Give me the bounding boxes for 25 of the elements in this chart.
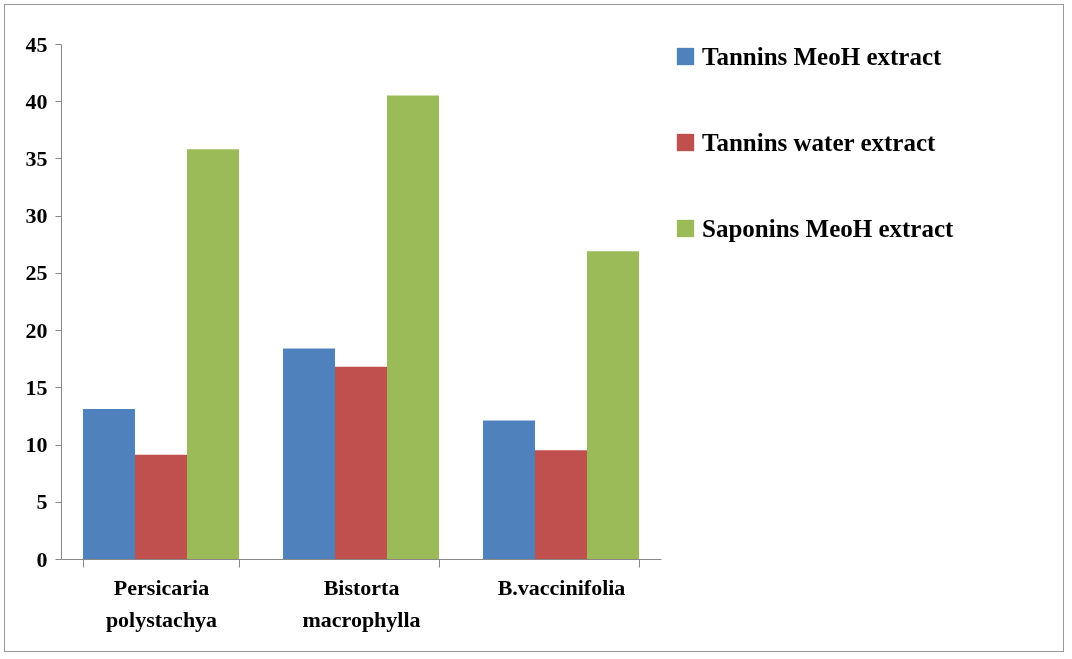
x-tick-label: Persicaria polystachya — [105, 574, 218, 632]
bar — [335, 366, 387, 559]
y-tick-label: 0 — [36, 546, 48, 572]
y-tick-label: 10 — [25, 432, 48, 458]
legend-label: Tannins water extract — [702, 128, 936, 156]
y-tick-label: 40 — [25, 88, 48, 114]
x-tick-label: B.vaccinifolia — [497, 574, 626, 600]
y-tick-label: 30 — [25, 203, 48, 229]
y-tick-label: 25 — [25, 260, 48, 286]
legend-label: Saponins MeoH extract — [702, 214, 955, 242]
bar — [483, 420, 535, 559]
bar — [187, 149, 239, 559]
bar — [535, 450, 587, 559]
y-tick-label: 45 — [25, 31, 48, 57]
y-tick-label: 35 — [25, 145, 48, 171]
legend-label: Tannins MeoH extract — [702, 42, 943, 70]
bar — [283, 348, 335, 559]
x-tick-label: Bistorta macrophylla — [302, 574, 421, 632]
y-tick-label: 15 — [25, 374, 48, 400]
bar — [587, 251, 639, 559]
bar — [135, 454, 187, 559]
bar — [387, 95, 439, 559]
y-tick-label: 20 — [25, 317, 48, 343]
y-tick-label: 5 — [36, 489, 48, 515]
bar — [83, 409, 135, 559]
